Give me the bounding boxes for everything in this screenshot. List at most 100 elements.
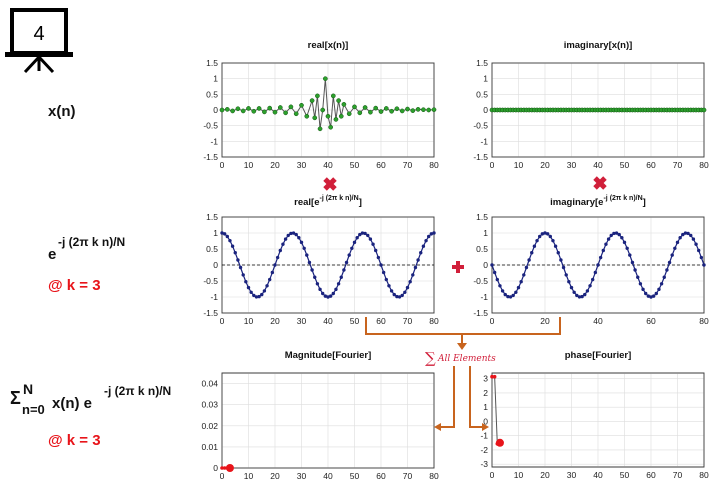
data-point bbox=[376, 255, 381, 260]
data-point bbox=[567, 280, 571, 284]
data-point bbox=[268, 277, 272, 282]
data-point bbox=[240, 108, 246, 114]
data-point bbox=[257, 294, 261, 299]
data-point bbox=[532, 244, 537, 248]
data-point bbox=[331, 291, 335, 296]
data-point bbox=[405, 106, 410, 112]
y-tick-label: -2 bbox=[480, 445, 488, 455]
data-point bbox=[389, 108, 394, 114]
data-point bbox=[379, 263, 383, 267]
data-point bbox=[347, 253, 351, 257]
data-point bbox=[538, 234, 542, 239]
data-point bbox=[516, 285, 521, 290]
data-point bbox=[225, 234, 229, 239]
chart-title: imaginary[x(n)] bbox=[564, 40, 633, 51]
data-point bbox=[278, 248, 282, 253]
data-point bbox=[273, 263, 277, 267]
data-point bbox=[588, 284, 592, 288]
data-point bbox=[583, 292, 587, 297]
x-tick-label: 0 bbox=[490, 160, 495, 170]
data-point bbox=[585, 289, 590, 293]
data-point bbox=[527, 258, 531, 262]
x-tick-label: 60 bbox=[646, 470, 656, 480]
data-point bbox=[609, 233, 613, 238]
data-point bbox=[545, 232, 550, 236]
magnitude-chart: 0 10 20 30 40 50 60 70 80 0.04 0.03 0.02 0.01 0 Magnit… bbox=[201, 350, 439, 481]
x-tick-label: 30 bbox=[297, 471, 307, 481]
data-point bbox=[368, 237, 373, 241]
x-tick-label: 20 bbox=[270, 316, 280, 326]
data-point bbox=[224, 107, 230, 112]
data-point bbox=[357, 110, 363, 116]
x-tick-label: 20 bbox=[540, 470, 550, 480]
x-tick-label: 60 bbox=[646, 316, 656, 326]
y-tick-label: 0.5 bbox=[476, 89, 488, 99]
data-point bbox=[262, 289, 267, 293]
y-tick-label: 0 bbox=[213, 105, 218, 115]
data-point bbox=[697, 248, 701, 253]
data-point bbox=[702, 263, 706, 267]
data-point bbox=[686, 231, 690, 236]
multiply-icon bbox=[323, 177, 337, 191]
data-point bbox=[336, 282, 341, 286]
data-point bbox=[302, 246, 306, 250]
data-point bbox=[246, 285, 251, 290]
data-point bbox=[289, 231, 293, 236]
data-point bbox=[333, 117, 339, 122]
data-point bbox=[530, 251, 534, 255]
data-point bbox=[387, 284, 391, 288]
data-point bbox=[492, 270, 497, 275]
data-point bbox=[395, 294, 399, 299]
y-tick-label: -0.5 bbox=[203, 121, 218, 131]
x-tick-label: 70 bbox=[403, 316, 413, 326]
data-point bbox=[495, 277, 499, 282]
plot-border bbox=[221, 372, 435, 469]
data-point bbox=[260, 292, 264, 297]
data-point bbox=[366, 233, 370, 238]
data-point bbox=[683, 231, 688, 235]
data-point bbox=[628, 253, 632, 257]
sum-expression: x(n) e bbox=[52, 395, 92, 412]
data-point bbox=[220, 231, 224, 235]
data-point bbox=[265, 284, 269, 288]
data-point bbox=[394, 106, 400, 112]
data-point bbox=[228, 238, 232, 243]
x-tick-label: 10 bbox=[244, 160, 254, 170]
y-tick-label: 3 bbox=[483, 374, 488, 384]
y-tick-label: -1 bbox=[210, 136, 218, 146]
data-point bbox=[662, 275, 666, 279]
y-tick-label: -3 bbox=[480, 459, 488, 469]
data-point bbox=[575, 293, 579, 298]
data-point bbox=[577, 295, 582, 299]
data-point bbox=[318, 287, 322, 292]
x-tick-label: 0 bbox=[220, 160, 225, 170]
data-point bbox=[490, 374, 494, 379]
y-tick-label: 0.02 bbox=[201, 421, 218, 431]
y-tick-label: 0 bbox=[213, 463, 218, 473]
data-point bbox=[230, 108, 235, 114]
y-tick-label: 0.01 bbox=[201, 442, 218, 452]
x-tick-label: 60 bbox=[376, 160, 386, 170]
data-point bbox=[368, 109, 373, 115]
data-point bbox=[649, 295, 653, 299]
data-point bbox=[399, 108, 405, 114]
data-point bbox=[691, 237, 696, 241]
data-point bbox=[551, 238, 555, 243]
y-tick-label: -1.5 bbox=[473, 308, 488, 318]
x-tick-label: 40 bbox=[323, 160, 333, 170]
x-tick-label: 20 bbox=[270, 471, 280, 481]
y-tick-label: 0.5 bbox=[206, 89, 218, 99]
data-point bbox=[667, 260, 672, 265]
data-point bbox=[564, 273, 568, 277]
x-tick-label: 60 bbox=[646, 160, 656, 170]
data-point bbox=[272, 109, 278, 115]
data-point bbox=[519, 280, 523, 284]
x-tick-label: 50 bbox=[350, 316, 360, 326]
data-point bbox=[429, 232, 434, 236]
data-point bbox=[421, 244, 426, 248]
chart-title: real[e-j (2π k n)/N] bbox=[294, 195, 362, 208]
data-point bbox=[297, 236, 301, 240]
data-point bbox=[254, 295, 259, 299]
y-tick-label: 2 bbox=[483, 388, 488, 398]
